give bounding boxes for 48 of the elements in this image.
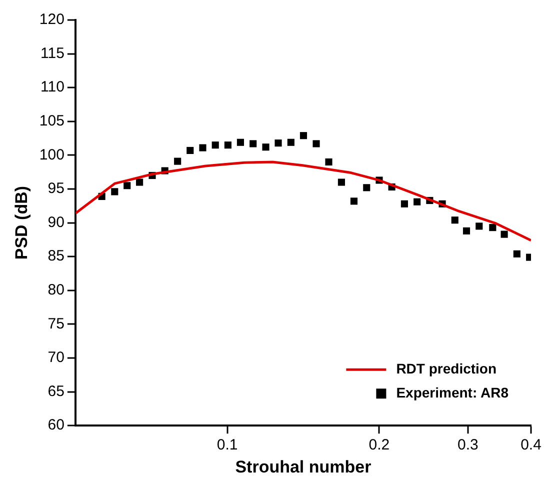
point (513, 250, 520, 258)
y-tick-label: 60 (48, 416, 64, 434)
point (451, 216, 458, 224)
y-tick-label: 120 (39, 11, 64, 28)
legend-label: RDT prediction (396, 360, 497, 376)
x-tick-label: 0.4 (520, 436, 542, 454)
point (338, 178, 345, 186)
y-tick-label: 115 (40, 44, 64, 62)
point (363, 184, 370, 192)
x-tick-label: 0.2 (368, 436, 390, 454)
y-tick-label: 85 (48, 248, 64, 265)
y-tick-label: 90 (48, 214, 64, 231)
point (124, 182, 131, 190)
point (312, 140, 320, 148)
y-tick-label: 95 (48, 180, 64, 198)
y-tick-label: 100 (39, 146, 64, 164)
point (414, 198, 421, 206)
point (236, 138, 244, 146)
point (287, 138, 294, 146)
y-tick-label: 80 (48, 282, 64, 299)
point (224, 142, 232, 149)
point (199, 144, 206, 152)
point (274, 139, 282, 147)
point (489, 224, 496, 232)
point (262, 144, 270, 151)
legend-label: Experiment: AR8 (396, 384, 509, 400)
point (500, 230, 508, 238)
point (462, 227, 470, 234)
y-tick-label: 105 (39, 112, 64, 130)
x-axis-title: Strouhal number (235, 457, 372, 476)
point (186, 146, 194, 154)
x-tick-label: 0.1 (216, 436, 238, 454)
point (212, 142, 219, 149)
point (136, 178, 144, 186)
y-tick-label: 65 (48, 382, 64, 400)
point (400, 200, 408, 208)
point (350, 198, 358, 205)
point (174, 158, 182, 165)
y-axis-title: PSD (dB) (12, 186, 31, 260)
point (476, 222, 483, 230)
y-tick-label: 70 (48, 349, 64, 366)
point (325, 158, 332, 166)
point (250, 140, 257, 148)
x-tick-label: 0.3 (458, 436, 478, 454)
point (111, 188, 118, 196)
point (300, 132, 308, 140)
y-tick-label: 75 (48, 315, 64, 332)
y-tick-label: 110 (40, 78, 64, 96)
